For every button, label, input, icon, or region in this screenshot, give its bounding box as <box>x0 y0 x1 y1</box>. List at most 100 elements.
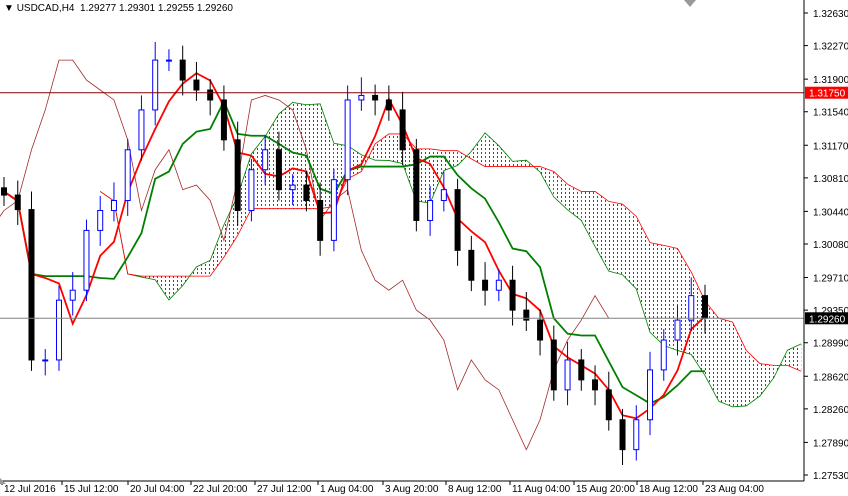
candle-body <box>69 289 76 301</box>
y-tick-label: 1.27530 <box>813 471 848 482</box>
candle-body <box>165 59 172 62</box>
cloud-segment <box>333 143 348 207</box>
candle-body <box>550 339 557 391</box>
cloud-segment <box>718 318 733 407</box>
cloud-segment <box>650 242 664 346</box>
y-tick-label: 1.30440 <box>813 207 848 218</box>
candle-body <box>303 184 310 202</box>
candle-body <box>399 109 406 151</box>
scroll-marker-icon <box>0 478 6 484</box>
cloud-segment <box>251 136 266 209</box>
cloud-segment <box>540 166 554 197</box>
candle-body <box>55 299 62 361</box>
symbol-label: USDCAD,H4 <box>16 3 75 14</box>
candle-body <box>97 209 104 231</box>
candle-body <box>248 169 255 211</box>
y-tick-label: 1.31900 <box>813 75 848 86</box>
x-tick-label: 8 Aug 12:00 <box>448 484 502 495</box>
candle-body <box>468 249 475 281</box>
ohlc-label: 1.29277 1.29301 1.29255 1.29260 <box>80 3 233 14</box>
senkou-span-a-line <box>99 102 802 408</box>
cloud-segment <box>663 245 678 351</box>
candle-body <box>688 295 695 321</box>
x-tick-label: 18 Aug 12:00 <box>639 484 698 495</box>
candle-body <box>674 319 681 341</box>
cloud-segment <box>196 260 211 277</box>
candle-body <box>592 379 599 391</box>
cloud-segment <box>608 201 623 275</box>
candle-body <box>482 279 489 291</box>
candle-body <box>193 79 200 91</box>
cloud-segment <box>471 132 486 167</box>
candle-body <box>702 295 708 319</box>
y-tick-label: 1.32630 <box>813 9 848 20</box>
candle-body <box>83 229 90 291</box>
cloud-segment <box>292 102 307 209</box>
candle-body <box>619 419 626 451</box>
cloud-segment <box>498 145 513 167</box>
chikou-span-line <box>0 59 610 451</box>
cloud-segment <box>677 248 692 355</box>
x-tick-label: 22 Jul 20:00 <box>193 484 248 495</box>
y-tick-label: 1.28620 <box>813 372 848 383</box>
candle-body <box>262 149 269 171</box>
candle-body <box>28 209 35 361</box>
x-tick-label: 11 Aug 04:00 <box>512 484 571 495</box>
candle-body <box>413 149 420 221</box>
x-tick-label: 20 Jul 04:00 <box>130 484 185 495</box>
cloud-segment <box>485 132 499 167</box>
candle-body <box>523 309 530 321</box>
y-tick-label: 1.30810 <box>813 174 848 185</box>
y-tick-label: 1.31170 <box>813 141 848 152</box>
candle-body <box>578 359 585 381</box>
candle-body <box>234 139 241 211</box>
cloud-segment <box>155 276 169 300</box>
cloud-segment <box>375 133 389 161</box>
cloud-segment <box>553 171 568 210</box>
candle-body <box>275 149 282 191</box>
candle-body <box>289 184 296 191</box>
candle-body <box>344 99 351 181</box>
candle-body <box>564 359 571 391</box>
candle-body <box>537 319 544 341</box>
cloud-segment <box>595 191 609 272</box>
x-tick-label: 1 Aug 04:00 <box>320 484 374 495</box>
cloud-segment <box>320 103 334 209</box>
y-tick-label: 1.27890 <box>813 438 848 449</box>
y-tick-label: 1.32270 <box>813 42 848 53</box>
cloud-segment <box>581 191 596 247</box>
candle-body <box>207 89 214 101</box>
x-tick-label: 23 Aug 04:00 <box>705 484 764 495</box>
candle-body <box>495 279 502 291</box>
candle-body <box>138 109 145 151</box>
candle-body <box>647 369 654 421</box>
shift-marker-icon[interactable] <box>684 0 696 7</box>
kijun-sen-line <box>3 99 705 405</box>
level-price-label-bg <box>805 86 848 99</box>
candle-body <box>14 194 21 211</box>
y-tick-label: 1.30080 <box>813 240 848 251</box>
candle-body <box>1 187 7 196</box>
candle-body <box>372 94 379 101</box>
candle-body <box>152 59 159 111</box>
level-price-label: 1.31750 <box>809 89 846 100</box>
candle-body <box>660 339 667 371</box>
candle-body <box>317 200 324 241</box>
y-tick-label: 1.31540 <box>813 108 848 119</box>
x-tick-label: 3 Aug 20:00 <box>385 484 439 495</box>
cloud-segment <box>168 276 183 300</box>
candle-body <box>179 59 186 81</box>
triangle-down-icon[interactable]: ▼ <box>4 3 17 14</box>
candle-body <box>330 179 337 241</box>
cloud-segment <box>567 184 582 221</box>
senkou-span-b-line <box>99 133 802 372</box>
y-tick-label: 1.29710 <box>813 274 848 285</box>
cloud-segment <box>759 363 774 396</box>
x-tick-label: 15 Aug 20:00 <box>576 484 635 495</box>
cloud-segment <box>223 195 238 258</box>
candle-body <box>358 94 365 101</box>
y-tick-label: 1.28260 <box>813 405 848 416</box>
candle-body <box>110 200 117 211</box>
